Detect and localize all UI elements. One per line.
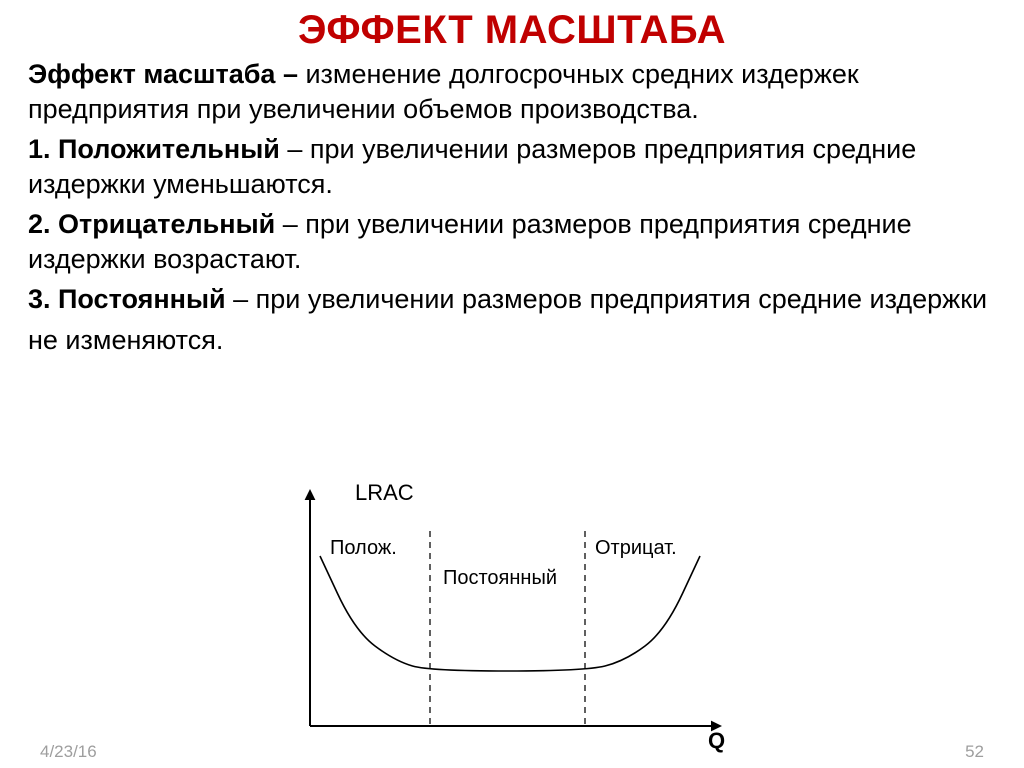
- lrac-chart-svg: LRAC Полож. Постоянный Отрицат. Q: [275, 476, 735, 756]
- slide: ЭФФЕКТ МАСШТАБА Эффект масштаба – измене…: [0, 8, 1024, 768]
- item-2-label: 2. Отрицательный: [28, 209, 275, 239]
- item-1: 1. Положительный – при увеличении размер…: [28, 132, 996, 201]
- svg-text:Полож.: Полож.: [330, 537, 397, 559]
- item-3: 3. Постоянный – при увеличении размеров …: [28, 282, 996, 317]
- definition-paragraph: Эффект масштаба – изменение долгосрочных…: [28, 57, 996, 126]
- svg-text:Постоянный: Постоянный: [443, 567, 557, 589]
- footer-date: 4/23/16: [40, 742, 97, 762]
- lrac-chart: LRAC Полож. Постоянный Отрицат. Q: [275, 476, 735, 756]
- item-3-continued: не изменяются.: [28, 323, 996, 358]
- item-2: 2. Отрицательный – при увеличении размер…: [28, 207, 996, 276]
- footer-page-number: 52: [965, 742, 984, 762]
- definition-term: Эффект масштаба –: [28, 59, 305, 89]
- svg-text:Q: Q: [708, 728, 725, 753]
- svg-text:LRAC: LRAC: [355, 480, 414, 505]
- item-3-text: – при увеличении размеров предприятия ср…: [226, 284, 988, 314]
- item-1-label: 1. Положительный: [28, 134, 280, 164]
- svg-text:Отрицат.: Отрицат.: [595, 537, 677, 559]
- slide-title: ЭФФЕКТ МАСШТАБА: [28, 8, 996, 53]
- item-3-label: 3. Постоянный: [28, 284, 226, 314]
